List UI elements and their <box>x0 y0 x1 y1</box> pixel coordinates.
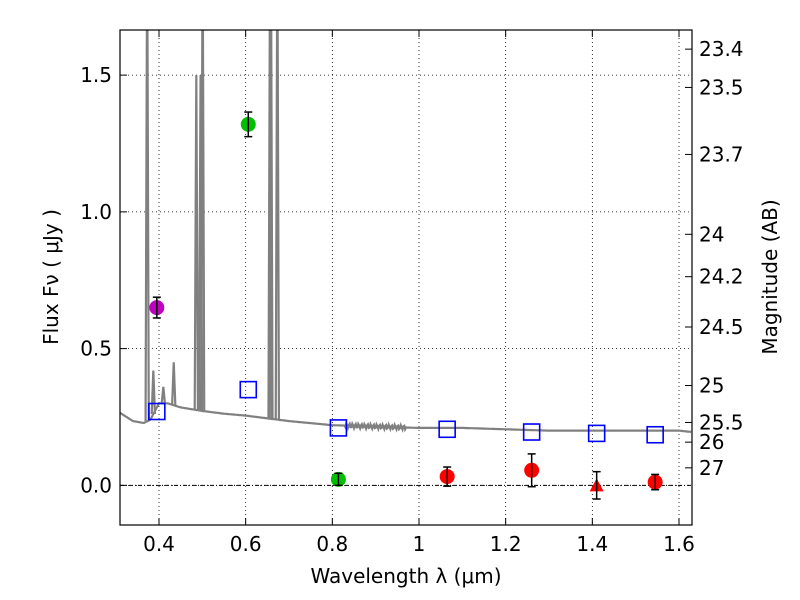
right-tick-label: 23.5 <box>699 75 744 99</box>
plot-frame <box>119 29 693 526</box>
right-tick-label: 26 <box>699 430 724 454</box>
y-axis-title: Flux Fν ( μJy ) <box>39 209 63 345</box>
x-tick-label: 1.2 <box>490 532 522 556</box>
emission-line <box>274 30 281 420</box>
right-axis-title: Magnitude (AB) <box>758 199 782 354</box>
model-photometry-square <box>148 402 166 421</box>
emission-line <box>171 362 177 406</box>
emission-line <box>150 370 157 415</box>
y-axis-ticks: 0.0 0.5 1.0 1.5 <box>80 63 127 497</box>
model-photometry-square <box>646 425 664 444</box>
model-photometry-square <box>329 419 348 437</box>
right-tick-label: 24.2 <box>699 265 744 289</box>
model-photometry-square <box>239 380 258 399</box>
model-spectrum-line <box>120 402 692 433</box>
right-tick-label: 25.5 <box>699 410 744 434</box>
x-tick-label: 0.6 <box>230 532 262 556</box>
plot-content <box>120 30 692 500</box>
model-photometry-square <box>522 423 541 441</box>
right-tick-label: 23.4 <box>699 37 744 61</box>
data-markers <box>148 111 664 500</box>
emission-line <box>160 386 167 404</box>
y-tick-label: 1.0 <box>80 200 112 224</box>
x-tick-label: 1 <box>413 532 426 556</box>
x-tick-label: 1.6 <box>663 532 695 556</box>
x-tick-label: 0.8 <box>316 532 348 556</box>
emission-line <box>268 30 274 419</box>
right-tick-label: 24.5 <box>699 315 744 339</box>
x-tick-label: 1.4 <box>576 532 608 556</box>
y-tick-label: 1.5 <box>80 63 112 87</box>
right-tick-label: 25 <box>699 374 724 398</box>
right-tick-label: 27 <box>699 456 724 480</box>
x-axis-ticks: 0.4 0.6 0.8 1 1.2 1.4 1.6 <box>143 30 695 556</box>
y-tick-label: 0.0 <box>80 473 112 497</box>
grid-lines <box>120 30 692 525</box>
emission-line <box>144 30 150 422</box>
x-axis-title: Wavelength λ (μm) <box>310 564 501 588</box>
model-photometry-square <box>587 424 606 443</box>
emission-line <box>193 75 200 410</box>
emission-line <box>199 30 206 412</box>
model-photometry-square <box>438 420 456 439</box>
y-tick-label: 0.5 <box>80 337 112 361</box>
right-tick-label: 23.7 <box>699 142 744 166</box>
right-tick-label: 24 <box>699 222 724 246</box>
emission-lines <box>144 30 281 422</box>
x-tick-label: 0.4 <box>143 532 175 556</box>
